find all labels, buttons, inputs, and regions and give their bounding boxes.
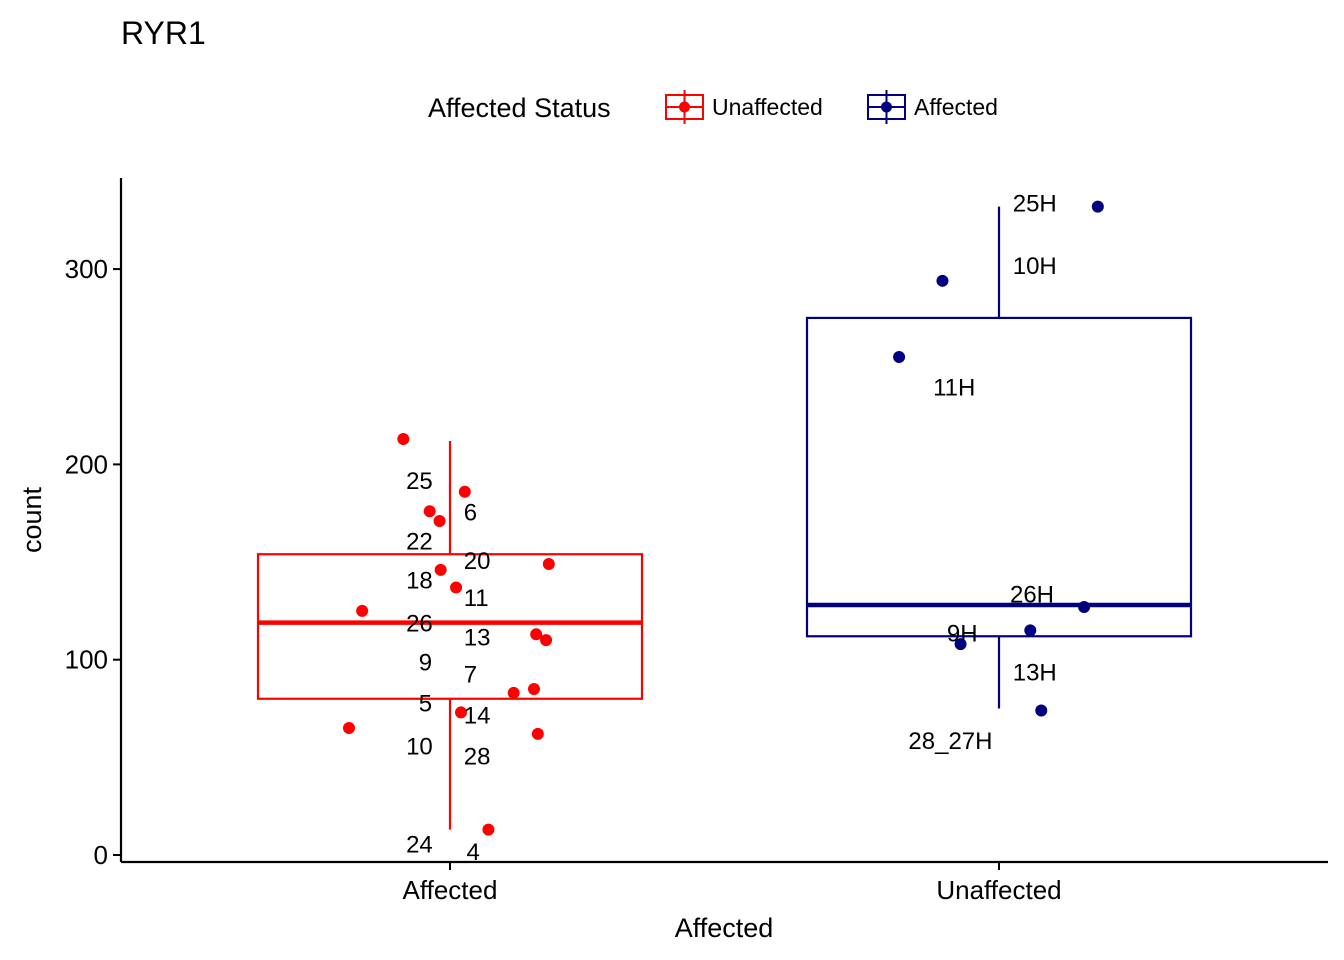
y-tick-label: 200 (65, 449, 108, 479)
point-label: 4 (466, 839, 479, 866)
x-axis-title: Affected (675, 913, 774, 943)
data-point (542, 558, 555, 571)
box-iqr (256, 553, 644, 700)
legend-label: Affected (914, 94, 998, 120)
point-label: 13 (464, 624, 491, 651)
data-point (936, 274, 949, 287)
legend-key-point (881, 101, 892, 113)
data-point (454, 706, 467, 719)
point-label: 10H (1013, 253, 1057, 280)
data-point (1035, 704, 1048, 717)
point-label: 11 (464, 585, 489, 612)
point-label: 26 (406, 611, 433, 638)
legend-label: Unaffected (712, 94, 823, 120)
y-tick-label: 300 (65, 254, 108, 284)
data-point (530, 628, 543, 641)
point-label: 9 (419, 650, 432, 677)
plot-area: 0 100 200 300 Affected Unaffected 4 25 6 22 20 18 11… (65, 178, 1328, 905)
x-tick-label: Unaffected (936, 875, 1061, 905)
point-label: 11H (933, 374, 975, 401)
point-label: 25H (1013, 191, 1057, 218)
point-label: 28 (464, 743, 491, 770)
data-point (356, 604, 369, 617)
data-point (423, 505, 436, 518)
box-iqr (805, 316, 1193, 638)
point-label: 28_27H (908, 728, 992, 755)
y-tick-label: 0 (94, 840, 108, 870)
y-tick-label: 100 (65, 645, 108, 675)
point-label: 25 (406, 468, 433, 495)
point-label: 20 (464, 548, 491, 575)
data-point (1078, 600, 1091, 613)
data-point (458, 485, 471, 498)
data-point (397, 433, 410, 446)
data-point (450, 581, 463, 594)
box-affected (256, 440, 644, 830)
data-point (507, 686, 520, 699)
legend-key-point (679, 101, 690, 113)
data-point (531, 727, 544, 740)
chart-title: RYR1 (121, 15, 206, 51)
point-label: 5 (419, 691, 432, 718)
point-label: 6 (464, 499, 477, 526)
data-point (1024, 624, 1037, 637)
legend-title: Affected Status (428, 93, 611, 123)
point-label: 18 (406, 568, 433, 595)
point-label: 24 (406, 831, 433, 858)
data-point (540, 634, 553, 647)
legend: Affected Status Unaffected Affected (428, 90, 998, 124)
data-point (342, 722, 355, 735)
point-label: 14 (464, 702, 491, 729)
x-tick-label: Affected (403, 875, 498, 905)
data-point (434, 563, 447, 576)
point-label: 10 (406, 734, 433, 761)
data-point (1091, 200, 1104, 213)
legend-entry: Unaffected (665, 90, 823, 124)
data-point (482, 823, 495, 836)
data-point (433, 515, 446, 528)
legend-entry: Affected (867, 90, 998, 124)
point-label: 22 (406, 529, 433, 556)
point-label: 7 (464, 661, 477, 688)
point-label: 13H (1013, 659, 1057, 686)
point-label: 26H (1010, 581, 1054, 608)
data-point (893, 350, 906, 363)
data-point (527, 682, 540, 695)
data-point (954, 638, 967, 651)
y-axis-title: count (17, 486, 47, 553)
box-unaffected (805, 206, 1193, 709)
